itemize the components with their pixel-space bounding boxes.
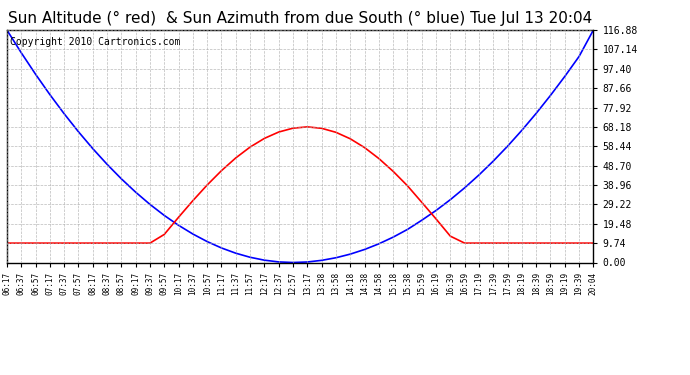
Title: Sun Altitude (° red)  & Sun Azimuth from due South (° blue) Tue Jul 13 20:04: Sun Altitude (° red) & Sun Azimuth from …	[8, 11, 592, 26]
Text: Copyright 2010 Cartronics.com: Copyright 2010 Cartronics.com	[10, 37, 180, 47]
